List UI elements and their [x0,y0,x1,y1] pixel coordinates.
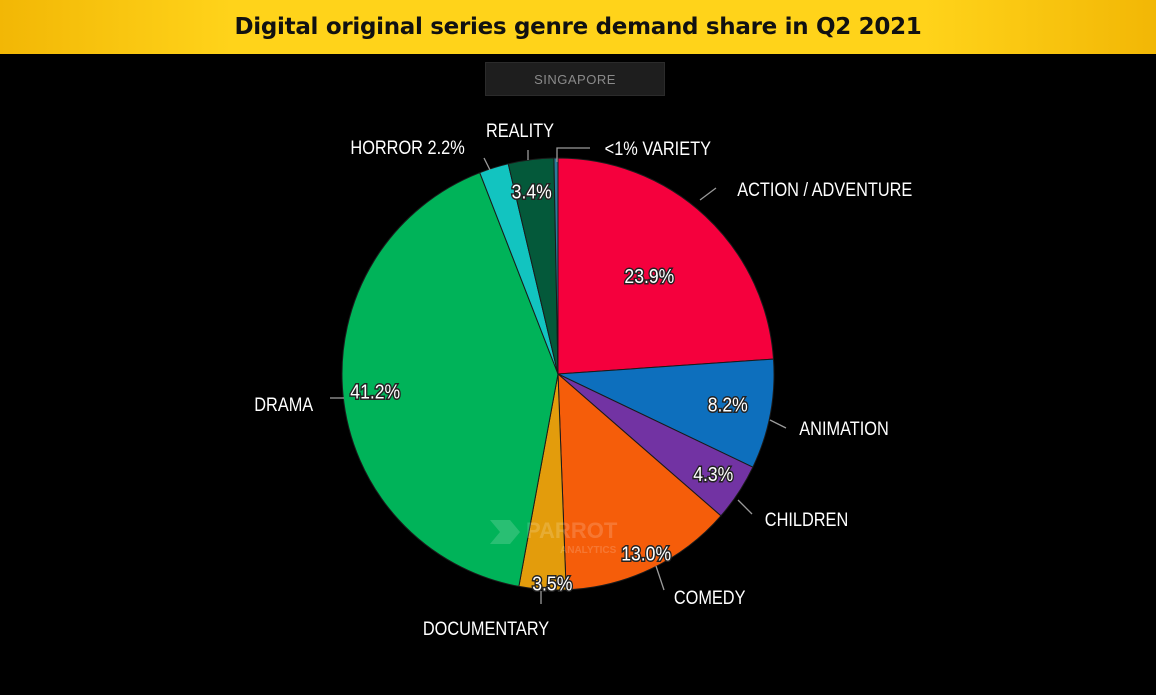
slice-label-comedy: COMEDY [674,587,746,608]
pie-slice-drama [341,172,559,588]
slice-label-1-variety: <1% VARIETY [605,138,711,159]
watermark-logo-icon [490,520,520,544]
leader-line-animation [769,419,787,429]
slice-label-action-adventure: ACTION / ADVENTURE [737,179,912,200]
watermark: PARROT ANALYTICS [490,518,618,556]
slice-value-reality: 3.4% [512,181,552,203]
leader-line-action-adventure [699,187,717,201]
slice-label-animation: ANIMATION [799,418,888,439]
slice-value-drama: 41.2% [350,380,400,402]
slice-value-action-adventure: 23.9% [624,265,674,287]
pie-slice-1-variety [553,157,559,375]
chart-title: Digital original series genre demand sha… [235,14,922,40]
slice-label-horror-2-2: HORROR 2.2% [350,137,465,158]
watermark-sub: ANALYTICS [560,545,617,556]
watermark-brand: PARROT [526,518,618,543]
slice-label-drama: DRAMA [254,394,313,415]
leader-line-comedy [655,565,665,591]
slice-label-reality: REALITY [486,120,554,141]
leader-line-children [737,499,753,515]
slice-label-children: CHILDREN [765,509,848,530]
region-badge: SINGAPORE [485,62,665,96]
pie-slice-animation [556,358,775,468]
slice-value-children: 4.3% [693,463,733,485]
title-pre: Digital original series [234,14,515,40]
pie-slice-action-adventure [557,157,775,375]
title-bar: Digital original series genre demand sha… [0,0,1156,54]
pie-slice-comedy [557,372,722,591]
leader-line-1-variety [556,147,590,162]
leader-line-horror-2-2 [483,157,491,171]
title-bold: genre [514,14,588,40]
slice-value-documentary: 3.5% [532,573,572,595]
title-post: demand share in Q2 2021 [587,14,922,40]
slice-label-documentary: DOCUMENTARY [423,618,550,639]
slice-value-animation: 8.2% [708,393,748,415]
slice-value-comedy: 13.0% [621,543,671,565]
